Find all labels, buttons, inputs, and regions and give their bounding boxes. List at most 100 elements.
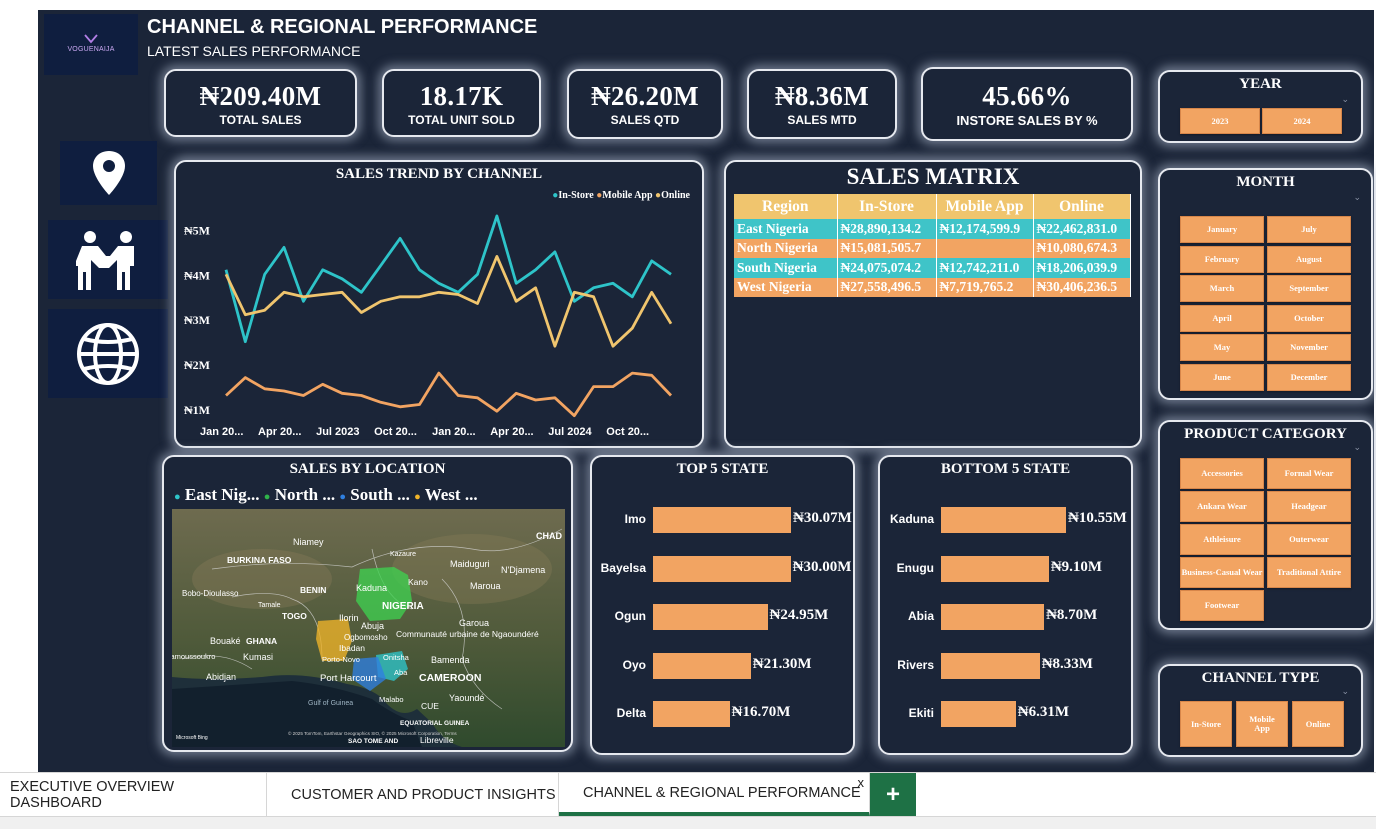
map-label: Porto-Novo xyxy=(322,655,360,664)
legend-instore: In-Store xyxy=(558,190,594,201)
sales-trend-panel: SALES TREND BY CHANNEL ●In-Store ●Mobile… xyxy=(174,160,704,448)
add-sheet-button[interactable]: + xyxy=(870,773,916,816)
chevron-down-icon[interactable]: ⌄ xyxy=(1341,94,1349,104)
tab-customer-product-insights[interactable]: CUSTOMER AND PRODUCT INSIGHTS xyxy=(267,773,559,816)
map-label: Onitsha xyxy=(383,653,410,662)
channel-slicer-title: CHANNEL TYPE xyxy=(1201,670,1320,686)
bar-category-label: Imo xyxy=(624,512,646,526)
category-slicer-title: PRODUCT CATEGORY xyxy=(1184,426,1347,442)
map-label: Ilorin xyxy=(339,613,359,623)
bar[interactable] xyxy=(653,555,791,582)
chevron-down-icon[interactable]: ⌄ xyxy=(1353,442,1361,452)
y-tick-label: ₦3M xyxy=(184,313,210,327)
map-label: Niamey xyxy=(293,537,324,547)
month-option-august[interactable]: August xyxy=(1267,245,1351,273)
tab-executive-overview[interactable]: EXECUTIVE OVERVIEW DASHBOARD xyxy=(0,773,267,816)
map-label: TOGO xyxy=(282,611,307,621)
close-icon[interactable]: x xyxy=(857,775,865,790)
logo: VOGUENAIJA xyxy=(44,14,138,75)
x-tick-label: Jan 20... xyxy=(200,426,243,438)
series-line-in-store xyxy=(224,214,672,344)
nav-regions-button[interactable] xyxy=(48,309,168,398)
kpi-value: ₦26.20M xyxy=(591,81,699,111)
bottom5-bar-chart: Kaduna ₦10.55M Enugu ₦9.10M Abia ₦8.70M Rivers… xyxy=(880,457,1131,753)
month-option-february[interactable]: February xyxy=(1180,245,1264,273)
bar[interactable] xyxy=(653,507,791,533)
bar-category-label: Ogun xyxy=(614,609,646,623)
bar-value-label: ₦6.31M xyxy=(1017,704,1069,720)
y-tick-label: ₦5M xyxy=(184,223,210,237)
map-label: Gulf of Guinea xyxy=(308,700,353,707)
channel-option-online[interactable]: Online xyxy=(1292,701,1344,747)
matrix-col-instore: In-Store xyxy=(837,194,937,219)
bar[interactable] xyxy=(653,604,768,630)
legend-mobile: Mobile App xyxy=(602,190,653,201)
bar[interactable] xyxy=(941,701,1016,727)
category-option-formal-wear[interactable]: Formal Wear xyxy=(1267,458,1351,489)
category-option-headgear[interactable]: Headgear xyxy=(1267,491,1351,522)
category-option-business-casual-wear[interactable]: Business-Casual Wear xyxy=(1180,557,1264,588)
category-option-ankara-wear[interactable]: Ankara Wear xyxy=(1180,491,1264,522)
category-option-outerwear[interactable]: Outerwear xyxy=(1267,524,1351,555)
map-label: Port Harcourt xyxy=(320,673,377,684)
legend-dot: ● xyxy=(596,190,603,201)
channel-option-instore[interactable]: In-Store xyxy=(1180,701,1232,747)
bar-value-label: ₦10.55M xyxy=(1068,510,1127,526)
category-option-traditional-attire[interactable]: Traditional Attire xyxy=(1267,557,1351,588)
month-option-april[interactable]: April xyxy=(1180,304,1264,332)
channel-type-slicer: CHANNEL TYPE ⌄ In-Store Mobile App Onlin… xyxy=(1158,664,1363,757)
nav-customers-button[interactable] xyxy=(48,220,168,299)
month-option-october[interactable]: October xyxy=(1267,304,1351,332)
map-view[interactable]: Niamey BURKINA FASO Kazaure Maiduguri N'… xyxy=(172,509,565,747)
sales-trend-chart: ₦5M ₦4M ₦3M ₦2M ₦1M Jan 20... Apr 20... Jul 202… xyxy=(184,214,673,438)
x-tick-label: Jul 2024 xyxy=(548,426,592,438)
map-label: BURKINA FASO xyxy=(227,555,292,565)
bar[interactable] xyxy=(941,604,1045,630)
chevron-down-icon[interactable]: ⌄ xyxy=(1341,686,1349,696)
category-option-athleisure[interactable]: Athleisure xyxy=(1180,524,1264,555)
month-option-july[interactable]: July xyxy=(1267,216,1351,243)
category-option-accessories[interactable]: Accessories xyxy=(1180,458,1264,489)
bar[interactable] xyxy=(941,555,1049,582)
map-label: Malabo xyxy=(379,695,404,704)
month-slicer-title: MONTH xyxy=(1236,174,1295,190)
month-option-june[interactable]: June xyxy=(1180,363,1264,391)
legend-north: North ... xyxy=(274,485,336,504)
category-option-footwear[interactable]: Footwear xyxy=(1180,590,1264,621)
month-option-january[interactable]: January xyxy=(1180,216,1264,243)
year-option-2023[interactable]: 2023 xyxy=(1180,108,1260,134)
month-option-november[interactable]: November xyxy=(1267,334,1351,361)
legend-west: West ... xyxy=(424,485,478,504)
chevron-down-icon[interactable]: ⌄ xyxy=(1353,192,1361,202)
bar-value-label: ₦30.00M xyxy=(792,558,852,575)
map-label: Libreville xyxy=(420,735,454,745)
matrix-col-mobile: Mobile App xyxy=(936,194,1034,219)
month-option-september[interactable]: September xyxy=(1267,275,1351,302)
bar[interactable] xyxy=(653,701,730,727)
tab-channel-regional-performance[interactable]: CHANNEL & REGIONAL PERFORMANCE x xyxy=(559,773,870,816)
matrix-row-west: West Nigeria ₦27,558,496.5 ₦7,719,765.2 … xyxy=(734,277,1131,297)
year-option-2024[interactable]: 2024 xyxy=(1262,108,1342,134)
x-tick-label: Apr 20... xyxy=(490,426,533,438)
status-bar xyxy=(0,816,1376,829)
month-slicer: MONTH ⌄ January July February August March Se… xyxy=(1158,168,1373,400)
map-label: Abuja xyxy=(361,621,384,631)
nav-location-button[interactable] xyxy=(60,141,157,205)
map-label: Bamenda xyxy=(431,655,470,665)
map-label: Bouaké xyxy=(210,636,241,646)
bar[interactable] xyxy=(941,652,1040,679)
y-tick-label: ₦2M xyxy=(184,358,210,372)
map-label: EQUATORIAL GUINEA xyxy=(400,720,470,727)
month-option-march[interactable]: March xyxy=(1180,275,1264,302)
logo-v-icon xyxy=(84,34,98,44)
month-option-may[interactable]: May xyxy=(1180,334,1264,361)
bar[interactable] xyxy=(941,507,1066,533)
map-label: N'Djamena xyxy=(501,565,545,575)
bar[interactable] xyxy=(653,652,751,679)
matrix-cell: ₦12,742,211.0 xyxy=(936,258,1034,278)
channel-option-mobile[interactable]: Mobile App xyxy=(1236,701,1288,747)
kpi-value: 45.66% xyxy=(982,81,1072,111)
kpi-sales-qtd: ₦26.20M SALES QTD xyxy=(567,69,723,139)
month-option-december[interactable]: December xyxy=(1267,363,1351,391)
matrix-cell: ₦27,558,496.5 xyxy=(837,277,937,297)
